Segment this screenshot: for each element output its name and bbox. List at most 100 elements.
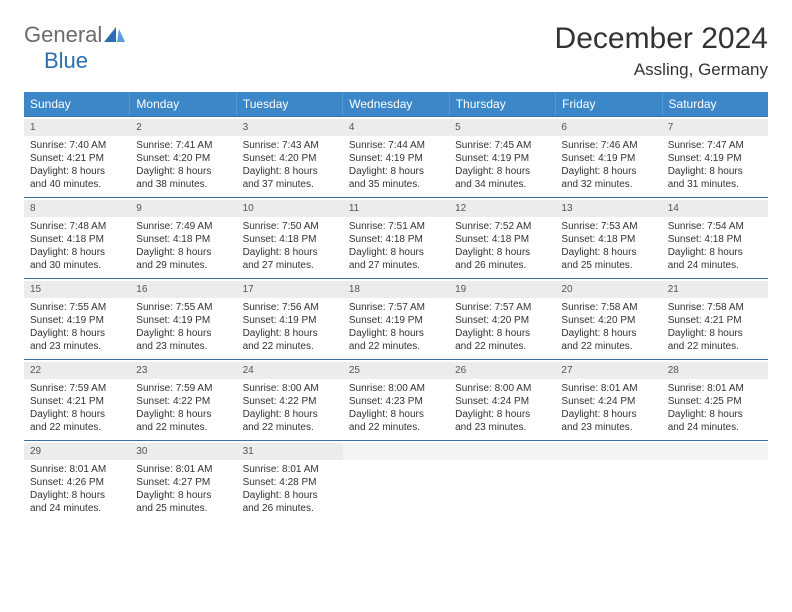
day-number: 24 — [237, 362, 343, 379]
daylight-text: Daylight: 8 hours and 27 minutes. — [243, 246, 337, 272]
daylight-text: Daylight: 8 hours and 27 minutes. — [349, 246, 443, 272]
sunset-text: Sunset: 4:21 PM — [30, 152, 124, 165]
day-number: 8 — [24, 200, 130, 217]
day-number: 27 — [555, 362, 661, 379]
calendar-day: 16Sunrise: 7:55 AMSunset: 4:19 PMDayligh… — [130, 279, 236, 359]
sunset-text: Sunset: 4:19 PM — [455, 152, 549, 165]
day-number: 3 — [237, 119, 343, 136]
day-number — [662, 443, 768, 460]
title-block: December 2024 Assling, Germany — [555, 22, 768, 90]
daylight-text: Daylight: 8 hours and 22 minutes. — [349, 408, 443, 434]
sunrise-text: Sunrise: 8:01 AM — [30, 463, 124, 476]
daylight-text: Daylight: 8 hours and 23 minutes. — [455, 408, 549, 434]
daylight-text: Daylight: 8 hours and 22 minutes. — [243, 327, 337, 353]
sunset-text: Sunset: 4:20 PM — [136, 152, 230, 165]
calendar-day: 31 Sunrise: 8:01 AMSunset: 4:28 PMDayligh… — [237, 441, 343, 521]
sunset-text: Sunset: 4:19 PM — [243, 314, 337, 327]
sunrise-text: Sunrise: 7:57 AM — [455, 301, 549, 314]
calendar-day: 28Sunrise: 8:01 AMSunset: 4:25 PMDayligh… — [662, 360, 768, 440]
day-number — [343, 443, 449, 460]
daylight-text: Daylight: 8 hours and 24 minutes. — [668, 408, 762, 434]
sunset-text: Sunset: 4:19 PM — [349, 152, 443, 165]
calendar-day: 8Sunrise: 7:48 AMSunset: 4:18 PMDaylight… — [24, 198, 130, 278]
sunrise-text: Sunrise: 7:53 AM — [561, 220, 655, 233]
sunset-text: Sunset: 4:19 PM — [668, 152, 762, 165]
daylight-text: Daylight: 8 hours and 22 minutes. — [668, 327, 762, 353]
sunset-text: Sunset: 4:25 PM — [668, 395, 762, 408]
daylight-text: Daylight: 8 hours and 25 minutes. — [561, 246, 655, 272]
day-number: 26 — [449, 362, 555, 379]
calendar-day: 12Sunrise: 7:52 AMSunset: 4:18 PMDayligh… — [449, 198, 555, 278]
col-sunday: Sunday — [24, 92, 130, 116]
calendar: Sunday Monday Tuesday Wednesday Thursday… — [24, 92, 768, 521]
sunrise-text: Sunrise: 8:01 AM — [136, 463, 230, 476]
daylight-text: Daylight: 8 hours and 26 minutes. — [455, 246, 549, 272]
sunset-text: Sunset: 4:19 PM — [30, 314, 124, 327]
daylight-text: Daylight: 8 hours and 22 minutes. — [136, 408, 230, 434]
day-number — [555, 443, 661, 460]
calendar-day — [662, 441, 768, 521]
sunset-text: Sunset: 4:22 PM — [136, 395, 230, 408]
sunset-text: Sunset: 4:21 PM — [30, 395, 124, 408]
calendar-day: 30Sunrise: 8:01 AMSunset: 4:27 PMDayligh… — [130, 441, 236, 521]
calendar-day — [343, 441, 449, 521]
daylight-text: Daylight: 8 hours and 40 minutes. — [30, 165, 124, 191]
sunrise-text: Sunrise: 7:46 AM — [561, 139, 655, 152]
calendar-day: 25Sunrise: 8:00 AMSunset: 4:23 PMDayligh… — [343, 360, 449, 440]
sunrise-text: Sunrise: 7:47 AM — [668, 139, 762, 152]
daylight-text: Daylight: 8 hours and 22 minutes. — [349, 327, 443, 353]
day-number: 14 — [662, 200, 768, 217]
sunrise-text: Sunrise: 8:01 AM — [668, 382, 762, 395]
day-number: 21 — [662, 281, 768, 298]
sunrise-text: Sunrise: 7:48 AM — [30, 220, 124, 233]
calendar-week: 29Sunrise: 8:01 AMSunset: 4:26 PMDayligh… — [24, 440, 768, 521]
sunrise-text: Sunrise: 7:55 AM — [30, 301, 124, 314]
calendar-week: 8 Sunrise: 7:48 AM Sunset: 4:18 PM Daylight… — [24, 197, 768, 278]
sunrise-text: Sunrise: 7:55 AM — [136, 301, 230, 314]
sunset-text: Sunset: 4:19 PM — [561, 152, 655, 165]
sunrise-text: Sunrise: 7:41 AM — [136, 139, 230, 152]
col-friday: Friday — [556, 92, 662, 116]
calendar-day: 19Sunrise: 7:57 AMSunset: 4:20 PMDayligh… — [449, 279, 555, 359]
day-number: 13 — [555, 200, 661, 217]
sunrise-text: Sunrise: 8:01 AM — [243, 463, 337, 476]
calendar-body: 1Sunrise: 7:40 AMSunset: 4:21 PMDaylight… — [24, 116, 768, 521]
day-number: 9 — [130, 200, 236, 217]
calendar-day: 23Sunrise: 7:59 AMSunset: 4:22 PMDayligh… — [130, 360, 236, 440]
daylight-text: Daylight: 8 hours and 37 minutes. — [243, 165, 337, 191]
day-number: 20 — [555, 281, 661, 298]
day-number: 7 — [662, 119, 768, 136]
sunrise-text: Sunrise: 7:43 AM — [243, 139, 337, 152]
daylight-text: Daylight: 8 hours and 35 minutes. — [349, 165, 443, 191]
daylight-text: Daylight: 8 hours and 31 minutes. — [668, 165, 762, 191]
calendar-day: 15Sunrise: 7:55 AMSunset: 4:19 PMDayligh… — [24, 279, 130, 359]
day-number: 22 — [24, 362, 130, 379]
daylight-text: Daylight: 8 hours and 32 minutes. — [561, 165, 655, 191]
day-number — [449, 443, 555, 460]
day-number: 6 — [555, 119, 661, 136]
calendar-day — [555, 441, 661, 521]
sunrise-text: Sunrise: 7:52 AM — [455, 220, 549, 233]
day-number: 31 — [237, 443, 343, 460]
calendar-day: 27Sunrise: 8:01 AMSunset: 4:24 PMDayligh… — [555, 360, 661, 440]
sunrise-text: Sunrise: 7:58 AM — [668, 301, 762, 314]
daylight-text: Daylight: 8 hours and 26 minutes. — [243, 489, 337, 515]
sunrise-text: Sunrise: 8:00 AM — [455, 382, 549, 395]
daylight-text: Daylight: 8 hours and 22 minutes. — [561, 327, 655, 353]
calendar-day: 21Sunrise: 7:58 AMSunset: 4:21 PMDayligh… — [662, 279, 768, 359]
calendar-day: 11Sunrise: 7:51 AMSunset: 4:18 PMDayligh… — [343, 198, 449, 278]
sunset-text: Sunset: 4:28 PM — [243, 476, 337, 489]
sunset-text: Sunset: 4:24 PM — [455, 395, 549, 408]
day-number: 11 — [343, 200, 449, 217]
calendar-week: 22 Sunrise: 7:59 AM Sunset: 4:21 PM Dayligh… — [24, 359, 768, 440]
day-number: 4 — [343, 119, 449, 136]
daylight-text: Daylight: 8 hours and 30 minutes. — [30, 246, 124, 272]
sunset-text: Sunset: 4:18 PM — [668, 233, 762, 246]
calendar-day: 29Sunrise: 8:01 AMSunset: 4:26 PMDayligh… — [24, 441, 130, 521]
sunrise-text: Sunrise: 7:59 AM — [136, 382, 230, 395]
calendar-day: 26 Sunrise: 8:00 AMSunset: 4:24 PMDayligh… — [449, 360, 555, 440]
calendar-day: 13Sunrise: 7:53 AMSunset: 4:18 PMDayligh… — [555, 198, 661, 278]
sunrise-text: Sunrise: 7:49 AM — [136, 220, 230, 233]
sunset-text: Sunset: 4:20 PM — [455, 314, 549, 327]
day-number: 17 — [237, 281, 343, 298]
